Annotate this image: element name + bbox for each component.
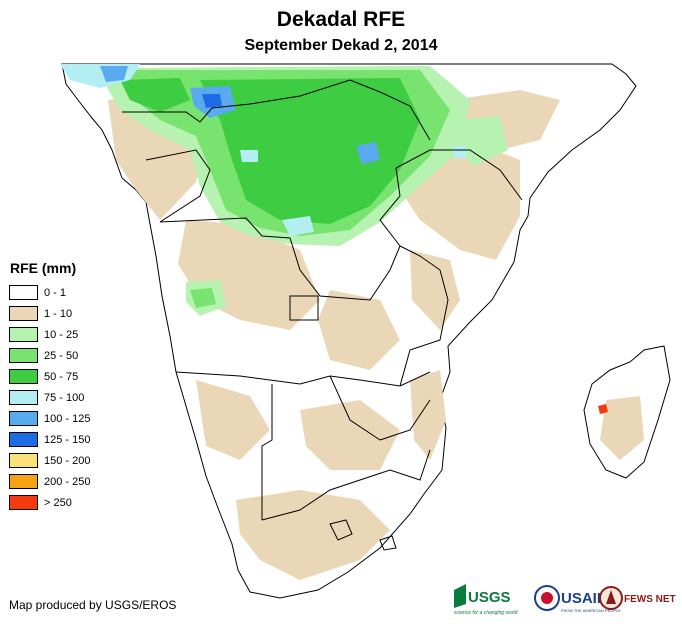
- legend-label: 25 - 50: [44, 349, 79, 362]
- map-title: Dekadal RFE: [276, 8, 406, 31]
- legend-label: 0 - 1: [44, 286, 67, 299]
- legend-label: 125 - 150: [44, 433, 91, 446]
- legend-swatch: [9, 369, 38, 384]
- rfe-75-150-areas: [60, 64, 466, 236]
- legend-swatch: [9, 306, 38, 321]
- legend-label: 10 - 25: [44, 328, 79, 341]
- legend-item: 125 - 150: [9, 429, 90, 450]
- map-subtitle: September Dekad 2, 2014: [244, 37, 438, 54]
- legend-title: RFE (mm): [10, 260, 77, 276]
- fews-net-logo: FEWS NET: [599, 586, 676, 610]
- legend-item: 200 - 250: [9, 471, 90, 492]
- svg-text:USAID: USAID: [561, 590, 608, 607]
- legend-swatch: [9, 285, 38, 300]
- legend-swatch: [9, 411, 38, 426]
- legend: RFE (mm) 0 - 1 1 - 10 10 - 25 25 - 50 50 - 7…: [9, 260, 90, 513]
- legend-item: 50 - 75: [9, 366, 90, 387]
- legend-label: 150 - 200: [44, 454, 91, 467]
- legend-item: > 250: [9, 492, 90, 513]
- svg-text:science for a changing world: science for a changing world: [454, 610, 518, 616]
- legend-item: 10 - 25: [9, 324, 90, 345]
- legend-item: 25 - 50: [9, 345, 90, 366]
- agency-logos: USGS science for a changing world USAID …: [454, 584, 676, 616]
- legend-label: 100 - 125: [44, 412, 91, 425]
- legend-label: 200 - 250: [44, 475, 91, 488]
- legend-swatch: [9, 453, 38, 468]
- legend-item: 0 - 1: [9, 282, 90, 303]
- legend-rows: 0 - 1 1 - 10 10 - 25 25 - 50 50 - 75 75 - 100…: [9, 282, 90, 513]
- svg-text:FEWS NET: FEWS NET: [624, 594, 676, 605]
- legend-swatch: [9, 327, 38, 342]
- legend-swatch: [9, 495, 38, 510]
- legend-label: > 250: [44, 496, 72, 509]
- credit-text: Map produced by USGS/EROS: [9, 598, 177, 612]
- rfe-50-75-areas: [120, 78, 420, 224]
- legend-item: 100 - 125: [9, 408, 90, 429]
- legend-item: 75 - 100: [9, 387, 90, 408]
- legend-item: 150 - 200: [9, 450, 90, 471]
- legend-swatch: [9, 348, 38, 363]
- legend-swatch: [9, 390, 38, 405]
- legend-item: 1 - 10: [9, 303, 90, 324]
- svg-text:USGS: USGS: [468, 589, 511, 606]
- legend-swatch: [9, 474, 38, 489]
- rfe-over-250-spot: [598, 404, 608, 414]
- country-borders: [122, 79, 523, 551]
- usaid-logo: USAID FROM THE AMERICAN PEOPLE: [534, 585, 621, 613]
- legend-label: 50 - 75: [44, 370, 79, 383]
- legend-label: 1 - 10: [44, 307, 73, 320]
- legend-label: 75 - 100: [44, 391, 85, 404]
- svg-text:FROM THE AMERICAN PEOPLE: FROM THE AMERICAN PEOPLE: [561, 608, 621, 613]
- legend-swatch: [9, 432, 38, 447]
- usgs-logo: USGS science for a changing world: [454, 584, 518, 616]
